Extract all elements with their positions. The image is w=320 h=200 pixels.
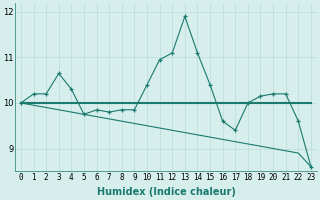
X-axis label: Humidex (Indice chaleur): Humidex (Indice chaleur) — [97, 187, 236, 197]
